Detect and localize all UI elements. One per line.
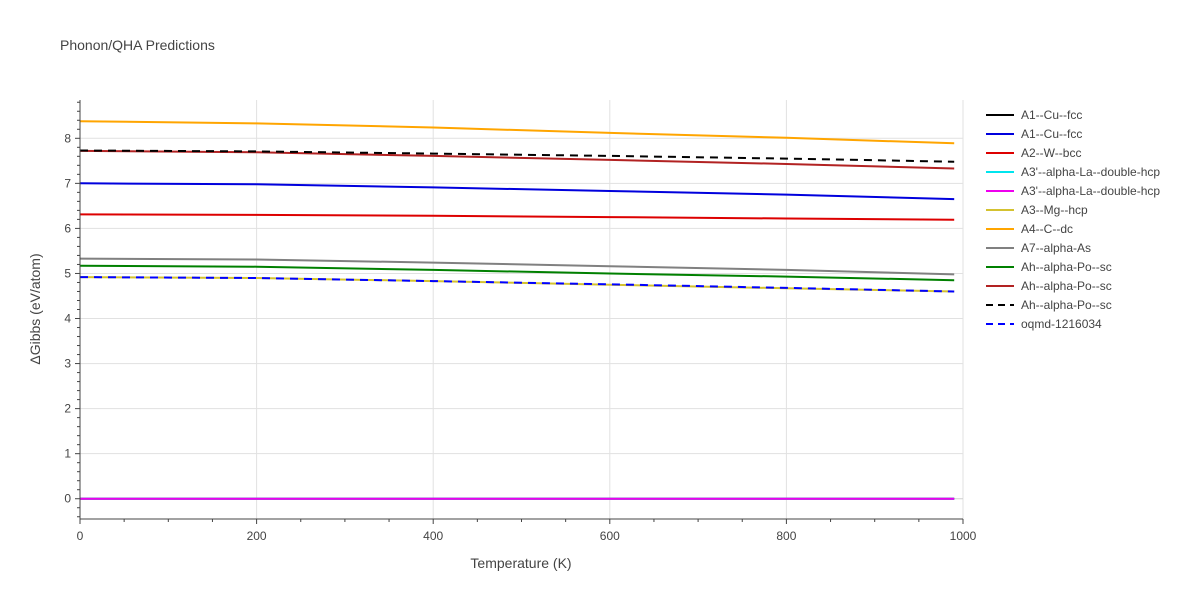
legend-label-5: A3'--alpha-La--double-hcp [1021, 184, 1160, 198]
legend-label-9: Ah--alpha-Po--sc [1021, 260, 1112, 274]
legend-label-3: A2--W--bcc [1021, 146, 1081, 160]
grid-layer [80, 100, 964, 519]
y-tick-label: 8 [64, 131, 71, 145]
series-line-9 [79, 264, 955, 282]
y-tick-label: 2 [64, 402, 71, 416]
x-tick-label: 400 [423, 529, 443, 543]
y-tick-label: 3 [64, 357, 71, 371]
x-tick-label: 800 [776, 529, 796, 543]
series-line-3 [79, 213, 955, 221]
y-tick-label: 1 [64, 447, 71, 461]
legend-label-8: A7--alpha-As [1021, 241, 1091, 255]
legend-label-4: A3'--alpha-La--double-hcp [1021, 165, 1160, 179]
legend-label-6: A3--Mg--hcp [1021, 203, 1088, 217]
legend-label-1: A1--Cu--fcc [1021, 108, 1082, 122]
legend-label-7: A4--C--dc [1021, 222, 1073, 236]
x-tick-label: 200 [247, 529, 267, 543]
series-line-8 [79, 257, 955, 276]
y-tick-label: 5 [64, 266, 71, 280]
legend: A1--Cu--fcc A1--Cu--fcc A2--W--bcc A3'--alp… [986, 108, 1160, 331]
x-tick-label: 1000 [950, 529, 977, 543]
axis-layer: 0 200 400 600 800 1000 0 1 2 3 4 5 6 7 8 [64, 100, 977, 543]
legend-label-10: Ah--alpha-Po--sc [1021, 279, 1112, 293]
series-line-11 [79, 149, 955, 163]
chart-title: Phonon/QHA Predictions [60, 37, 215, 53]
y-tick-label: 4 [64, 312, 71, 326]
x-tick-label: 0 [77, 529, 84, 543]
x-axis-title: Temperature (K) [470, 555, 571, 571]
y-tick-label: 7 [64, 176, 71, 190]
y-tick-label: 0 [64, 492, 71, 506]
legend-label-2: A1--Cu--fcc [1021, 127, 1082, 141]
series-line-7 [79, 120, 955, 145]
series-layer [79, 120, 955, 500]
legend-label-11: Ah--alpha-Po--sc [1021, 298, 1112, 312]
x-tick-label: 600 [600, 529, 620, 543]
y-tick-label: 6 [64, 221, 71, 235]
series-line-12 [79, 276, 955, 293]
y-axis-title: ΔGibbs (eV/atom) [27, 253, 43, 364]
legend-label-12: oqmd-1216034 [1021, 317, 1102, 331]
series-line-2 [79, 182, 955, 201]
